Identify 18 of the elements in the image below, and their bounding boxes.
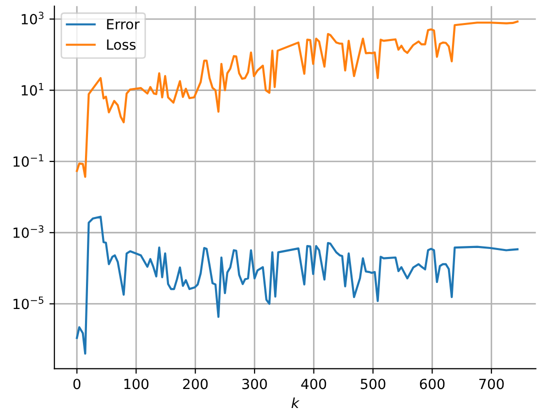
y-tick-label: 10$^{−3}$ xyxy=(14,225,44,238)
x-tick-label: 500 xyxy=(360,378,386,390)
line-series xyxy=(76,20,519,178)
x-tick-label: 0 xyxy=(73,378,80,390)
legend-label: Loss xyxy=(107,39,136,50)
x-tick-label: 700 xyxy=(479,378,504,390)
line-series xyxy=(76,216,519,355)
x-tick-label: 400 xyxy=(301,378,326,390)
y-tick-label: 10$^{3}$ xyxy=(22,12,44,24)
y-tick-label: 10$^{1}$ xyxy=(22,83,44,96)
x-tick-label: 300 xyxy=(242,378,267,390)
y-tick-label: 10$^{−5}$ xyxy=(14,296,44,310)
legend-label: Error xyxy=(107,19,140,30)
x-tick-label: 600 xyxy=(420,378,445,390)
x-axis-title: k xyxy=(292,397,300,408)
x-tick-label: 200 xyxy=(183,378,208,390)
x-tick-label: 100 xyxy=(124,378,148,390)
y-tick-label: 10$^{−1}$ xyxy=(14,154,44,167)
